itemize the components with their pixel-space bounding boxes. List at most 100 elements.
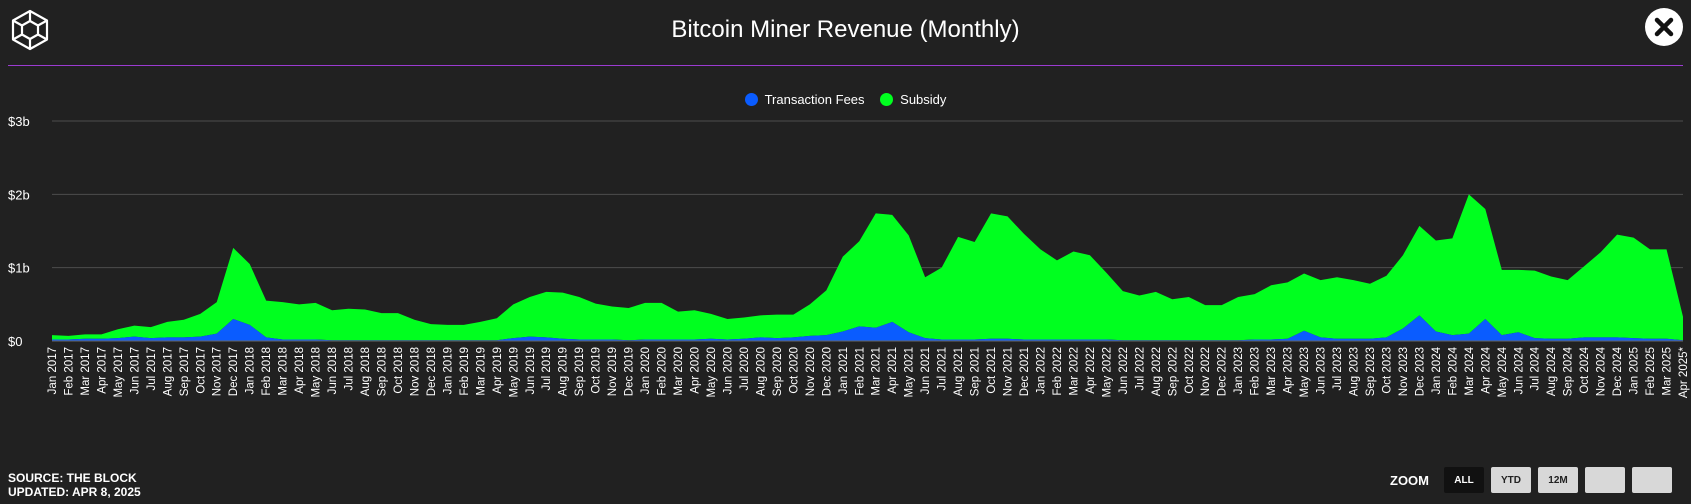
x-tick-label: Aug 2019 [558,347,570,396]
zoom-extra-button-2[interactable] [1632,467,1672,493]
x-tick-label: Feb 2022 [1052,347,1064,396]
x-tick-label: Jun 2017 [129,347,141,394]
x-tick-label: Apr 2023 [1283,347,1295,394]
header-divider [8,65,1683,66]
x-tick-label: Jul 2017 [146,347,158,390]
x-tick-label: Dec 2020 [821,347,833,396]
x-tick-label: Jan 2018 [245,347,257,394]
legend-item-subsidy[interactable]: Subsidy [880,92,946,107]
close-button[interactable] [1645,8,1683,46]
x-tick-label: Jun 2018 [327,347,339,394]
x-tick-label: Jan 2017 [47,347,59,394]
chart-title: Bitcoin Miner Revenue (Monthly) [671,16,1020,43]
x-tick-label: Dec 2022 [1217,347,1229,396]
x-tick-label: Jul 2021 [937,347,949,390]
x-tick-label: Aug 2021 [953,347,965,396]
x-tick-label: Apr 2020 [690,347,702,394]
x-tick-label: May 2021 [904,347,916,398]
x-tick-label: Jun 2022 [1118,347,1130,394]
x-tick-label: Mar 2025 [1662,347,1674,396]
x-tick-label: Nov 2019 [607,347,619,396]
x-tick-label: Mar 2018 [278,347,290,396]
x-tick-label: Jan 2024 [1431,346,1443,394]
x-tick-label: Aug 2023 [1349,347,1361,396]
the-block-logo-icon[interactable] [8,8,52,52]
x-tick-label: Jan 2025 [1629,347,1641,394]
x-tick-label: May 2018 [311,347,323,398]
x-tick-label: Jul 2019 [541,347,553,390]
zoom-extra-button-1[interactable] [1585,467,1625,493]
x-tick-label: Jul 2020 [739,347,751,390]
x-tick-label: Jun 2023 [1316,347,1328,394]
source-note: SOURCE: THE BLOCK UPDATED: APR 8, 2025 [8,471,141,499]
y-tick-label: $2b [8,187,30,202]
x-tick-label: Sep 2020 [772,347,784,396]
x-tick-label: Apr 2021 [887,347,899,394]
y-tick-label: $1b [8,261,30,276]
x-tick-label: Jul 2018 [344,347,356,390]
x-tick-label: Oct 2022 [1184,347,1196,394]
x-tick-label: Aug 2024 [1546,346,1558,396]
x-tick-label: Mar 2017 [80,347,92,396]
x-tick-label: Nov 2020 [805,347,817,396]
x-tick-label: Jun 2021 [920,347,932,394]
x-tick-label: Jul 2023 [1332,347,1344,390]
x-tick-label: Jul 2022 [1134,347,1146,390]
legend-item-transaction-fees[interactable]: Transaction Fees [744,92,865,107]
x-tick-label: Mar 2021 [871,347,883,396]
x-tick-label: Jun 2020 [722,347,734,394]
x-tick-label: Jun 2019 [525,347,537,394]
y-tick-label: $0 [8,334,22,349]
x-tick-label: Nov 2022 [1200,347,1212,396]
zoom-all-button[interactable]: ALL [1444,467,1484,493]
x-tick-label: Dec 2024 [1612,346,1624,396]
x-tick-label: Apr 2017 [96,347,108,394]
x-tick-label: Nov 2023 [1398,347,1410,396]
x-tick-label: May 2024 [1497,346,1509,397]
x-tick-label: May 2020 [706,347,718,398]
x-tick-label: Apr 2024 [1480,346,1492,393]
x-tick-label: Feb 2023 [1250,347,1262,396]
x-tick-label: Nov 2021 [1003,347,1015,396]
x-tick-label: Jan 2019 [442,347,454,394]
legend-label-subsidy: Subsidy [900,92,947,107]
x-tick-label: Oct 2020 [788,347,800,394]
updated-text: UPDATED: APR 8, 2025 [8,485,141,499]
zoom-12m-button[interactable]: 12M [1538,467,1578,493]
x-tick-label: Oct 2017 [195,347,207,394]
x-tick-label: May 2022 [1101,347,1113,398]
x-tick-label: Feb 2021 [854,347,866,396]
x-tick-label: Jun 2024 [1513,346,1525,394]
zoom-label: ZOOM [1390,472,1429,488]
legend-dot-subsidy [880,93,894,106]
x-tick-label: Nov 2018 [409,347,421,396]
x-tick-label: Feb 2018 [261,347,273,396]
x-tick-label: Dec 2019 [624,347,636,396]
x-tick-label: Mar 2022 [1068,347,1080,396]
x-tick-label: Jan 2022 [1035,347,1047,394]
x-tick-label: Oct 2023 [1381,347,1393,394]
x-tick-label: Dec 2017 [228,347,240,396]
x-tick-label: Sep 2017 [179,347,191,396]
x-tick-label: Jan 2020 [640,347,652,394]
x-tick-label: Sep 2018 [376,347,388,396]
subsidy-area [52,194,1683,341]
x-tick-label: Oct 2019 [591,347,603,394]
zoom-ytd-button[interactable]: YTD [1491,467,1531,493]
x-tick-label: May 2017 [113,347,125,398]
x-tick-label: Dec 2021 [1019,347,1031,396]
x-tick-label: Sep 2019 [574,347,586,396]
y-tick-label: $3b [8,114,30,129]
x-tick-label: Aug 2017 [162,347,174,396]
x-tick-label: Jan 2023 [1233,347,1245,394]
x-tick-label: Feb 2020 [657,347,669,396]
x-tick-label: Apr 2025* [1678,346,1690,398]
x-tick-label: Apr 2018 [294,347,306,394]
x-tick-label: Sep 2023 [1365,347,1377,396]
chart-legend: Transaction Fees Subsidy [0,92,1691,109]
legend-label-fees: Transaction Fees [764,92,865,107]
x-tick-label: Oct 2024 [1579,346,1591,393]
x-tick-label: Apr 2019 [492,347,504,394]
x-tick-label: Sep 2022 [1167,347,1179,396]
x-tick-label: Feb 2024 [1447,346,1459,395]
